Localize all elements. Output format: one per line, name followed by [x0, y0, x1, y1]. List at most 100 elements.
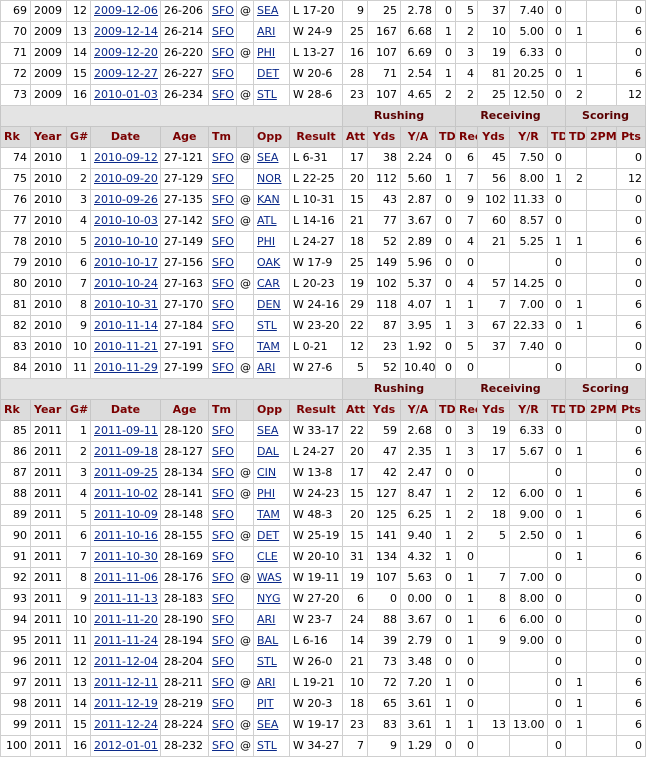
cell-team[interactable]: SFO — [208, 21, 237, 43]
cell-date-link[interactable]: 2009-12-27 — [94, 67, 158, 80]
cell-date[interactable]: 2009-12-20 — [90, 42, 161, 64]
column-header-rush-td[interactable]: TD — [435, 399, 456, 421]
column-header-year[interactable]: Year — [30, 399, 67, 421]
column-header-team[interactable]: Tm — [208, 399, 237, 421]
cell-date-link[interactable]: 2011-12-19 — [94, 697, 158, 710]
cell-team[interactable]: SFO — [208, 210, 237, 232]
column-header-pts[interactable]: Pts — [616, 126, 646, 148]
cell-date-link[interactable]: 2009-12-20 — [94, 46, 158, 59]
cell-opponent-link[interactable]: ARI — [257, 676, 276, 689]
cell-team[interactable]: SFO — [208, 0, 237, 22]
cell-team-link[interactable]: SFO — [212, 340, 234, 353]
column-header-pts[interactable]: Pts — [616, 399, 646, 421]
cell-team-link[interactable]: SFO — [212, 739, 234, 752]
cell-opponent[interactable]: ATL — [253, 210, 290, 232]
cell-opponent-link[interactable]: ARI — [257, 25, 276, 38]
cell-team-link[interactable]: SFO — [212, 529, 234, 542]
cell-opponent-link[interactable]: ARI — [257, 613, 276, 626]
cell-team[interactable]: SFO — [208, 693, 237, 715]
cell-team-link[interactable]: SFO — [212, 4, 234, 17]
cell-opponent-link[interactable]: ARI — [257, 361, 276, 374]
column-header-rec-yds[interactable]: Yds — [477, 126, 510, 148]
cell-team-link[interactable]: SFO — [212, 508, 234, 521]
cell-team[interactable]: SFO — [208, 483, 237, 505]
cell-team[interactable]: SFO — [208, 567, 237, 589]
cell-date[interactable]: 2011-11-06 — [90, 567, 161, 589]
cell-date-link[interactable]: 2011-11-13 — [94, 592, 158, 605]
column-header-score-td[interactable]: TD — [565, 126, 587, 148]
cell-date[interactable]: 2009-12-14 — [90, 21, 161, 43]
cell-team[interactable]: SFO — [208, 42, 237, 64]
cell-date[interactable]: 2009-12-06 — [90, 0, 161, 22]
cell-team[interactable]: SFO — [208, 252, 237, 274]
cell-date[interactable]: 2011-12-04 — [90, 651, 161, 673]
cell-team[interactable]: SFO — [208, 441, 237, 463]
column-header-rush-td[interactable]: TD — [435, 126, 456, 148]
cell-team[interactable]: SFO — [208, 357, 237, 379]
cell-opponent[interactable]: STL — [253, 84, 290, 106]
cell-date[interactable]: 2011-10-02 — [90, 483, 161, 505]
cell-date[interactable]: 2010-10-17 — [90, 252, 161, 274]
cell-opponent-link[interactable]: SEA — [257, 4, 279, 17]
cell-team[interactable]: SFO — [208, 462, 237, 484]
cell-team-link[interactable]: SFO — [212, 466, 234, 479]
cell-opponent-link[interactable]: SEA — [257, 718, 279, 731]
cell-opponent[interactable]: SEA — [253, 714, 290, 736]
cell-opponent[interactable]: KAN — [253, 189, 290, 211]
cell-opponent-link[interactable]: ATL — [257, 214, 277, 227]
column-header-rush-att[interactable]: Att — [342, 126, 368, 148]
cell-date[interactable]: 2010-01-03 — [90, 84, 161, 106]
cell-opponent-link[interactable]: BAL — [257, 634, 279, 647]
cell-date-link[interactable]: 2010-09-26 — [94, 193, 158, 206]
column-header-score-2pm[interactable]: 2PM — [586, 126, 617, 148]
cell-opponent-link[interactable]: NYG — [257, 592, 281, 605]
cell-team-link[interactable]: SFO — [212, 445, 234, 458]
cell-team[interactable]: SFO — [208, 588, 237, 610]
cell-date[interactable]: 2011-09-18 — [90, 441, 161, 463]
column-header-year[interactable]: Year — [30, 126, 67, 148]
cell-date[interactable]: 2011-10-30 — [90, 546, 161, 568]
cell-team-link[interactable]: SFO — [212, 676, 234, 689]
cell-opponent[interactable]: TAM — [253, 504, 290, 526]
column-header-at[interactable] — [236, 399, 254, 421]
column-header-result[interactable]: Result — [289, 399, 343, 421]
cell-team[interactable]: SFO — [208, 336, 237, 358]
column-header-rush-yds[interactable]: Yds — [367, 126, 401, 148]
cell-opponent-link[interactable]: STL — [257, 319, 277, 332]
cell-opponent[interactable]: STL — [253, 735, 290, 757]
cell-date-link[interactable]: 2011-12-11 — [94, 676, 158, 689]
cell-date-link[interactable]: 2011-12-04 — [94, 655, 158, 668]
cell-team-link[interactable]: SFO — [212, 550, 234, 563]
cell-date[interactable]: 2010-10-10 — [90, 231, 161, 253]
cell-date[interactable]: 2010-09-20 — [90, 168, 161, 190]
cell-team-link[interactable]: SFO — [212, 25, 234, 38]
cell-team[interactable]: SFO — [208, 168, 237, 190]
cell-date[interactable]: 2011-09-11 — [90, 420, 161, 442]
cell-opponent[interactable]: STL — [253, 315, 290, 337]
cell-opponent[interactable]: PHI — [253, 483, 290, 505]
column-header-date[interactable]: Date — [90, 126, 161, 148]
cell-opponent-link[interactable]: NOR — [257, 172, 282, 185]
cell-date-link[interactable]: 2010-10-03 — [94, 214, 158, 227]
cell-opponent-link[interactable]: DET — [257, 529, 280, 542]
cell-date[interactable]: 2011-10-16 — [90, 525, 161, 547]
cell-date-link[interactable]: 2010-09-12 — [94, 151, 158, 164]
cell-opponent-link[interactable]: CAR — [257, 277, 280, 290]
cell-date[interactable]: 2010-09-26 — [90, 189, 161, 211]
cell-opponent-link[interactable]: PHI — [257, 46, 276, 59]
column-header-score-td[interactable]: TD — [565, 399, 587, 421]
column-header-at[interactable] — [236, 126, 254, 148]
cell-opponent-link[interactable]: PHI — [257, 487, 276, 500]
column-header-game-number[interactable]: G# — [66, 126, 91, 148]
column-header-rush-att[interactable]: Att — [342, 399, 368, 421]
cell-opponent[interactable]: CIN — [253, 462, 290, 484]
cell-team[interactable]: SFO — [208, 651, 237, 673]
column-header-opponent[interactable]: Opp — [253, 126, 290, 148]
cell-date-link[interactable]: 2011-10-09 — [94, 508, 158, 521]
cell-team[interactable]: SFO — [208, 315, 237, 337]
cell-date-link[interactable]: 2011-11-06 — [94, 571, 158, 584]
cell-team-link[interactable]: SFO — [212, 319, 234, 332]
cell-date-link[interactable]: 2012-01-01 — [94, 739, 158, 752]
cell-team-link[interactable]: SFO — [212, 172, 234, 185]
cell-team-link[interactable]: SFO — [212, 151, 234, 164]
